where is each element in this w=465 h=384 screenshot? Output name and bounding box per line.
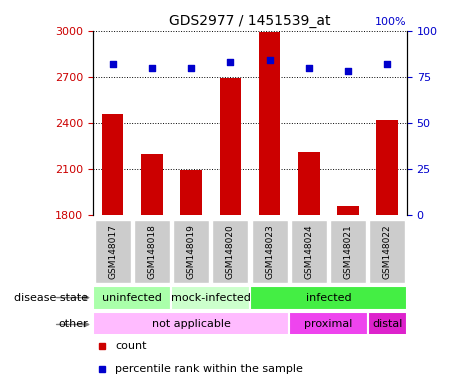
Text: GSM148019: GSM148019 <box>186 224 196 279</box>
Bar <box>337 206 359 384</box>
Text: proximal: proximal <box>304 319 352 329</box>
Point <box>226 59 234 65</box>
Text: GSM148017: GSM148017 <box>108 224 117 279</box>
Text: not applicable: not applicable <box>152 319 231 329</box>
Bar <box>291 220 327 283</box>
Text: GSM148020: GSM148020 <box>226 224 235 279</box>
Text: percentile rank within the sample: percentile rank within the sample <box>115 364 303 374</box>
Point <box>344 68 352 74</box>
Point <box>305 65 312 71</box>
Bar <box>93 313 289 336</box>
Bar <box>173 220 209 283</box>
Bar <box>141 154 163 384</box>
Text: GSM148022: GSM148022 <box>383 224 392 279</box>
Text: GSM148018: GSM148018 <box>147 224 156 279</box>
Text: GSM148023: GSM148023 <box>265 224 274 279</box>
Bar <box>377 120 398 384</box>
Bar <box>134 220 170 283</box>
Bar <box>252 220 287 283</box>
Text: other: other <box>59 319 88 329</box>
Point <box>109 61 116 67</box>
Bar <box>298 152 319 384</box>
Text: distal: distal <box>372 319 402 329</box>
Bar <box>289 313 368 336</box>
Bar <box>250 286 407 310</box>
Bar <box>330 220 366 283</box>
Text: GSM148024: GSM148024 <box>304 224 313 279</box>
Text: infected: infected <box>306 293 351 303</box>
Bar <box>94 220 131 283</box>
Title: GDS2977 / 1451539_at: GDS2977 / 1451539_at <box>169 14 331 28</box>
Bar <box>369 220 405 283</box>
Text: 100%: 100% <box>375 17 407 27</box>
Text: uninfected: uninfected <box>102 293 162 303</box>
Bar <box>368 313 407 336</box>
Point <box>148 65 156 71</box>
Point <box>187 65 195 71</box>
Bar <box>219 78 241 384</box>
Point <box>266 57 273 63</box>
Text: GSM148021: GSM148021 <box>344 224 352 279</box>
Bar <box>172 286 250 310</box>
Point <box>384 61 391 67</box>
Bar <box>259 32 280 384</box>
Text: disease state: disease state <box>14 293 88 303</box>
Bar <box>180 170 202 384</box>
Bar <box>212 220 248 283</box>
Text: count: count <box>115 341 146 351</box>
Bar <box>102 114 123 384</box>
Text: mock-infected: mock-infected <box>171 293 251 303</box>
Bar <box>93 286 172 310</box>
